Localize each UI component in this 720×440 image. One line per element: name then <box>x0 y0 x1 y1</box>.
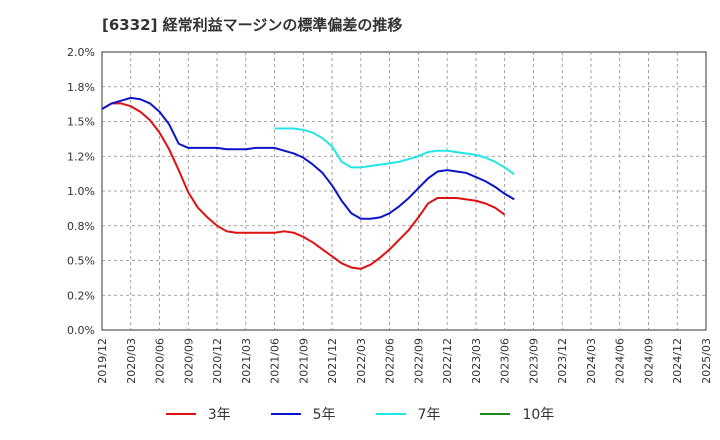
y-tick-label: 0.8% <box>67 220 95 233</box>
x-tick-label: 2025/03 <box>700 338 713 384</box>
series-line-1 <box>101 96 515 220</box>
x-tick-label: 2023/12 <box>556 338 569 384</box>
series-line-2 <box>274 127 515 176</box>
y-tick-label: 1.8% <box>67 81 95 94</box>
x-tick-label: 2021/06 <box>269 338 282 384</box>
x-tick-label: 2023/06 <box>499 338 512 384</box>
y-tick-label: 0.5% <box>67 255 95 268</box>
series-lines <box>101 96 515 270</box>
legend-item-1: 5年 <box>270 404 336 424</box>
x-tick-label: 2023/09 <box>527 338 540 384</box>
x-tick-label: 2021/03 <box>240 338 253 384</box>
x-tick-label: 2019/12 <box>96 338 109 384</box>
x-tick-label: 2020/06 <box>154 338 167 384</box>
x-tick-label: 2021/09 <box>297 338 310 384</box>
x-tick-label: 2024/06 <box>614 338 627 384</box>
grid <box>102 52 706 330</box>
x-tick-label: 2024/09 <box>642 338 655 384</box>
x-tick-label: 2020/12 <box>211 338 224 384</box>
legend-label: 3年 <box>207 407 231 423</box>
y-tick-label: 2.0% <box>67 46 95 59</box>
x-tick-label: 2022/06 <box>384 338 397 384</box>
series-line-0 <box>101 102 506 270</box>
y-tick-label: 0.0% <box>67 324 95 337</box>
x-tick-label: 2022/12 <box>441 338 454 384</box>
x-tick-label: 2020/03 <box>125 338 138 384</box>
x-tick-label: 2022/09 <box>412 338 425 384</box>
legend-item-3: 10年 <box>480 404 554 424</box>
y-tick-label: 0.2% <box>67 289 95 302</box>
legend-swatch <box>165 413 196 415</box>
y-tick-label: 1.2% <box>67 150 95 163</box>
legend-swatch <box>270 413 301 415</box>
x-tick-label: 2020/09 <box>182 338 195 384</box>
x-tick-label: 2023/03 <box>470 338 483 384</box>
x-tick-label: 2024/12 <box>671 338 684 384</box>
legend-label: 5年 <box>312 407 336 423</box>
legend-item-2: 7年 <box>375 404 441 424</box>
chart-title: [6332] 経常利益マージンの標準偏差の推移 <box>102 16 403 34</box>
legend-swatch <box>480 413 511 415</box>
x-tick-label: 2021/12 <box>326 338 339 384</box>
legend-label: 10年 <box>522 407 555 423</box>
legend: 3年 5年 7年 10年 <box>0 404 720 424</box>
legend-item-0: 3年 <box>165 404 231 424</box>
legend-label: 7年 <box>417 407 441 423</box>
x-tick-label: 2024/03 <box>585 338 598 384</box>
y-tick-label: 1.0% <box>67 185 95 198</box>
x-tick-label: 2022/03 <box>355 338 368 384</box>
legend-swatch <box>375 413 406 415</box>
y-axis: 0.0% 0.2% 0.5% 0.8% 1.0% 1.2% 1.5% 1.8% 2.0% <box>67 46 95 337</box>
x-axis: 2019/12 2020/03 2020/06 2020/09 2020/12 2021/… <box>96 338 713 384</box>
y-tick-label: 1.5% <box>67 116 95 129</box>
